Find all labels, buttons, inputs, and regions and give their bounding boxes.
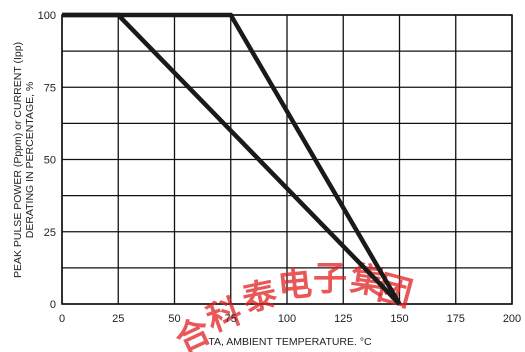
x-tick-label: 50 bbox=[168, 313, 180, 325]
x-tick-label: 175 bbox=[447, 313, 465, 325]
x-axis-label: TA, AMBIENT TEMPERATURE. °C bbox=[208, 336, 372, 348]
y-axis-label-line-1: PEAK PULSE POWER (Pppm) or CURRENT (Ipp) bbox=[12, 42, 24, 278]
y-tick-labels: 0 25 50 75 100 bbox=[38, 10, 56, 311]
x-tick-labels: 0 25 50 75 100 125 150 175 200 bbox=[59, 313, 521, 325]
y-tick-label: 0 bbox=[50, 299, 56, 311]
watermark-glyph: 子 bbox=[313, 259, 347, 299]
x-tick-label: 25 bbox=[112, 313, 124, 325]
watermark-glyph: 电 bbox=[276, 263, 314, 306]
watermark-glyph: 集 bbox=[347, 259, 387, 303]
x-tick-label: 125 bbox=[334, 313, 352, 325]
y-tick-label: 50 bbox=[44, 155, 56, 167]
x-tick-label: 0 bbox=[59, 313, 65, 325]
y-tick-label: 75 bbox=[44, 82, 56, 94]
x-tick-label: 200 bbox=[503, 313, 521, 325]
x-tick-label: 100 bbox=[278, 313, 296, 325]
y-tick-label: 25 bbox=[44, 227, 56, 239]
plot-frame bbox=[61, 14, 513, 305]
series-line-2 bbox=[62, 12, 402, 306]
y-tick-label: 100 bbox=[38, 10, 56, 22]
watermark-glyph: 泰 bbox=[239, 274, 282, 320]
y-axis-label-line-2: DERATING IN PERCENTAGE, % bbox=[24, 82, 36, 239]
x-tick-label: 150 bbox=[390, 313, 408, 325]
series-layer bbox=[62, 12, 402, 306]
x-tick-label: 75 bbox=[225, 313, 237, 325]
grid-lines bbox=[61, 14, 513, 305]
